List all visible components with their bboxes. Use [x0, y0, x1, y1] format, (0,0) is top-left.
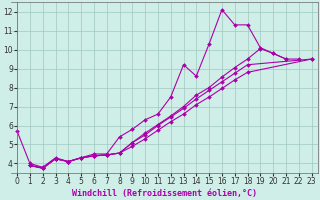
X-axis label: Windchill (Refroidissement éolien,°C): Windchill (Refroidissement éolien,°C)	[72, 189, 257, 198]
